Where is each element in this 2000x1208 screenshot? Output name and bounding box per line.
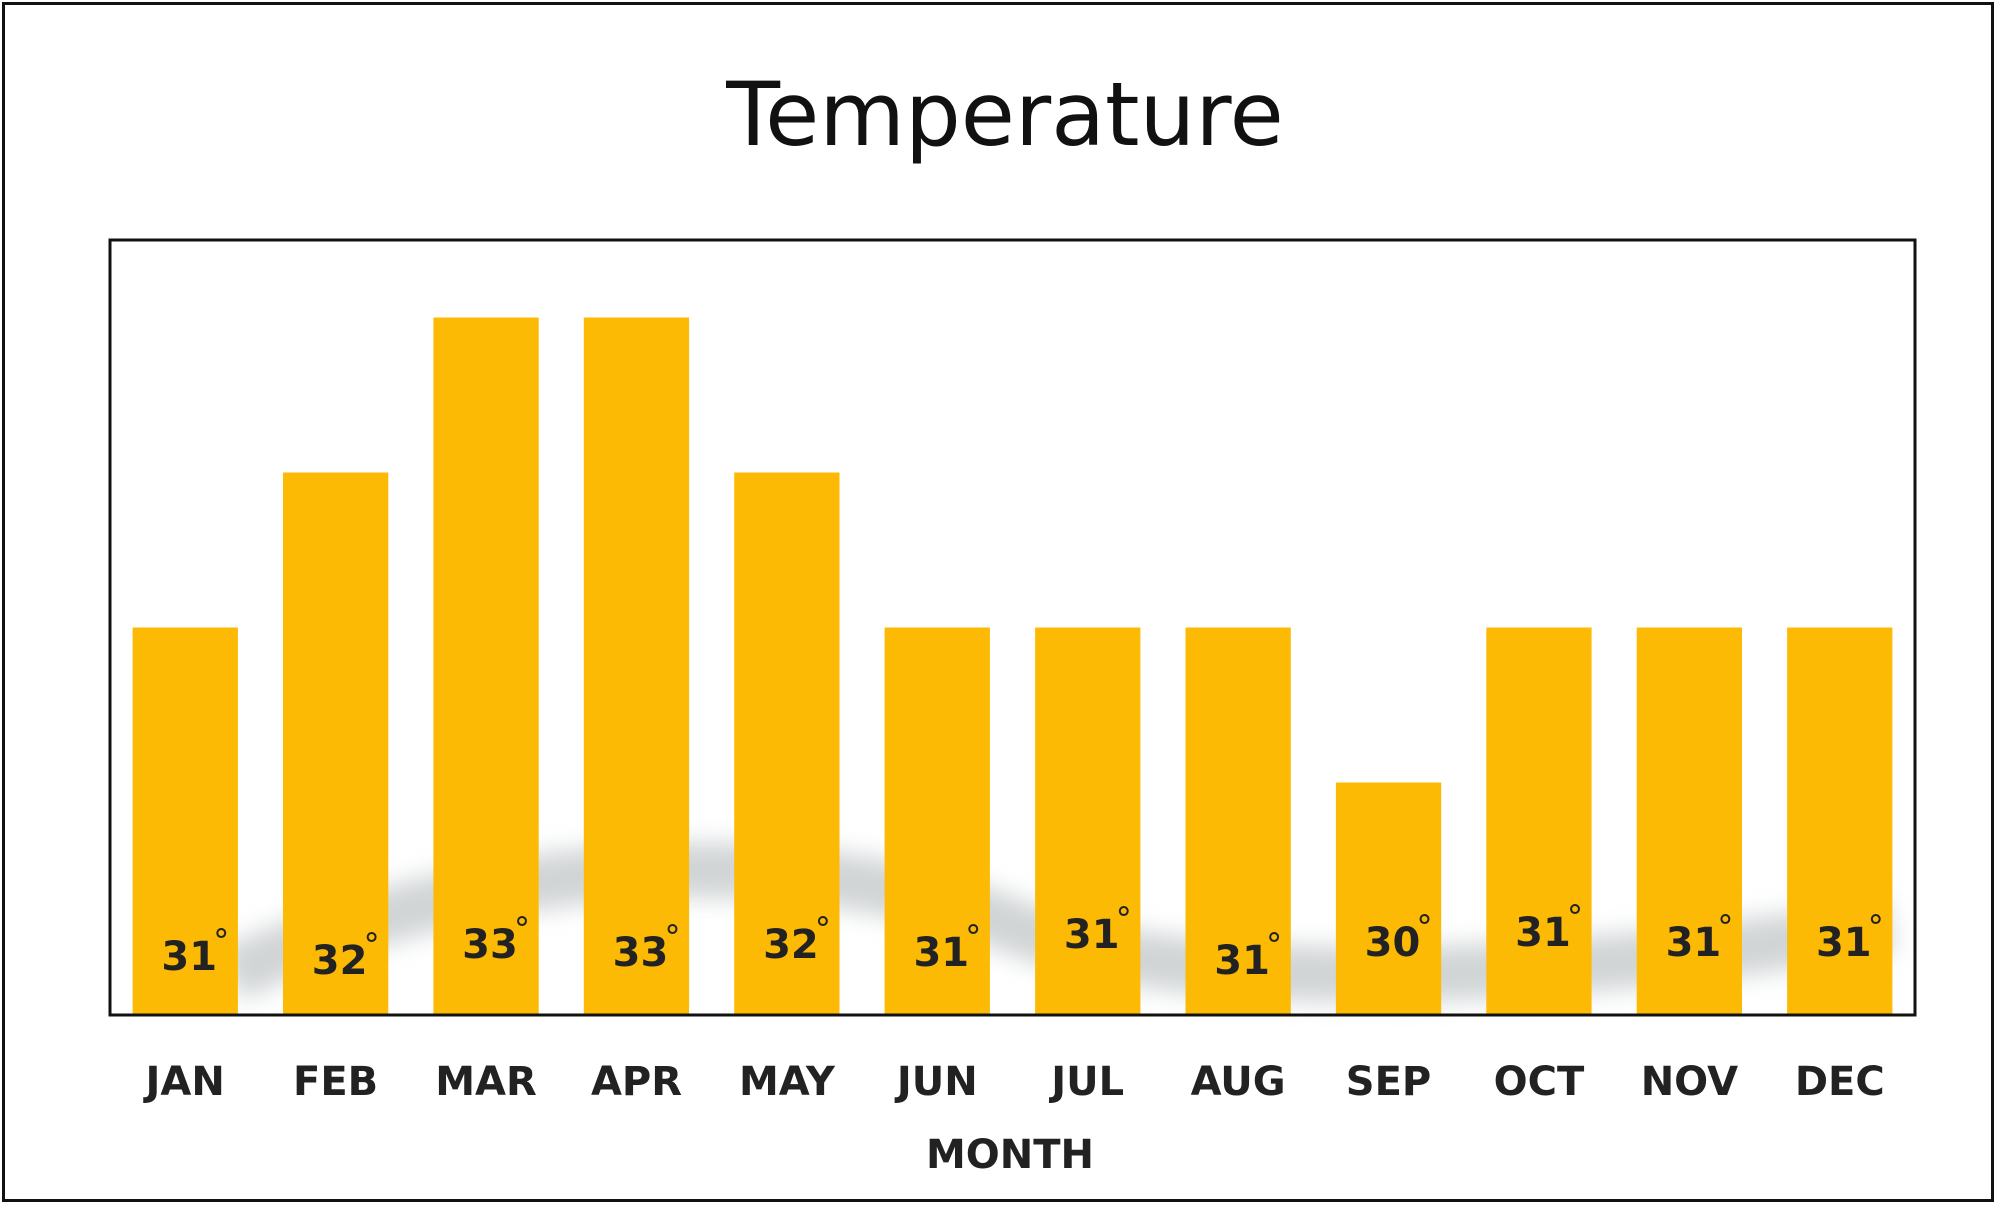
degree-symbol-mar: ° [514,910,530,948]
degree-symbol-jun: ° [965,918,981,956]
degree-symbol-may: ° [815,910,831,948]
value-label-sep: 30 [1365,920,1421,966]
x-tick-may: MAY [739,1059,836,1105]
x-tick-dec: DEC [1795,1059,1885,1105]
value-label-apr: 33 [613,930,669,976]
bar-sep [1336,783,1441,1016]
degree-symbol-aug: ° [1266,926,1282,964]
bar-chart: Temperature 31° 32° 33°33° 32°31° 31°31° 30° 3… [5,5,1997,1205]
value-label-nov: 31 [1666,920,1722,966]
degree-symbol-jan: ° [213,922,229,960]
degree-symbol-apr: ° [665,918,681,956]
value-label-jan: 31 [161,934,217,980]
degree-symbol-nov: ° [1717,908,1733,946]
value-label-mar: 33 [462,922,518,968]
value-label-jul: 31 [1064,912,1120,958]
x-tick-apr: APR [591,1059,682,1105]
x-tick-jan: JAN [143,1059,225,1105]
degree-symbol-jul: ° [1116,900,1132,938]
x-tick-aug: AUG [1191,1059,1286,1105]
value-label-oct: 31 [1515,910,1571,956]
x-tick-jul: JUL [1048,1059,1124,1105]
x-tick-jun: JUN [894,1059,978,1105]
bar-oct [1486,628,1591,1016]
value-label-feb: 32 [312,938,368,984]
x-tick-oct: OCT [1494,1059,1585,1105]
value-label-dec: 31 [1816,920,1872,966]
x-tick-mar: MAR [435,1059,537,1105]
bar-apr [584,318,689,1016]
chart-title: Temperature [725,63,1283,166]
x-tick-nov: NOV [1641,1059,1738,1105]
value-label-may: 32 [763,922,819,968]
x-tick-sep: SEP [1346,1059,1431,1105]
value-label-aug: 31 [1214,938,1270,984]
degree-symbol-oct: ° [1567,898,1583,936]
x-tick-feb: FEB [293,1059,378,1105]
degree-symbol-dec: ° [1868,908,1884,946]
value-label-jun: 31 [913,930,969,976]
degree-symbol-sep: ° [1417,908,1433,946]
x-axis-label: MONTH [926,1132,1094,1178]
degree-symbol-feb: ° [364,926,380,964]
